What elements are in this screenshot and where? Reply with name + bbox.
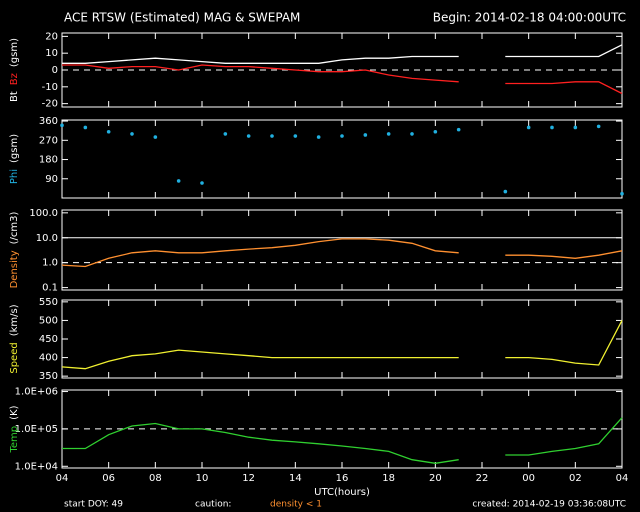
y-tick-label: 360 bbox=[39, 116, 58, 127]
y-tick-label: 270 bbox=[39, 135, 58, 146]
y-tick-label: 0 bbox=[52, 65, 58, 76]
start-doy: start DOY: 49 bbox=[64, 500, 123, 510]
y-tick-label: 180 bbox=[39, 155, 58, 166]
series-line bbox=[62, 64, 623, 95]
x-tick-label: 00 bbox=[522, 473, 535, 484]
y-axis-label-part: (/cm3) bbox=[9, 212, 20, 245]
x-tick-label: 04 bbox=[616, 473, 629, 484]
series-line bbox=[61, 320, 623, 370]
y-axis-label: Bt Bz (gsm) bbox=[9, 38, 20, 102]
x-axis-label: UTC(hours) bbox=[314, 487, 370, 498]
x-tick-label: 04 bbox=[56, 473, 69, 484]
caution: caution: bbox=[195, 500, 231, 510]
y-tick-label: 90 bbox=[45, 174, 58, 185]
y-axis-label-part: Temp bbox=[9, 426, 20, 454]
chart-title: ACE RTSW (Estimated) MAG & SWEPAM bbox=[64, 11, 300, 25]
x-tick-label: 14 bbox=[289, 473, 302, 484]
data-point bbox=[433, 129, 438, 134]
data-point bbox=[223, 132, 228, 136]
begin-time: Begin: 2014-02-18 04:00:00UTC bbox=[433, 11, 626, 25]
data-point bbox=[596, 124, 601, 129]
series-line bbox=[62, 44, 623, 64]
y-tick-label: 0.1 bbox=[42, 283, 58, 294]
y-axis-label-part: Density bbox=[9, 250, 20, 288]
y-axis-label-part: Bz bbox=[9, 73, 20, 85]
y-axis-label-part: (km/s) bbox=[9, 304, 20, 336]
x-tick-label: 16 bbox=[336, 473, 349, 484]
series-line bbox=[62, 417, 623, 464]
data-point bbox=[270, 134, 274, 138]
data-point bbox=[106, 129, 111, 134]
y-axis-label: Temp (K) bbox=[9, 405, 20, 453]
series-line bbox=[61, 238, 623, 268]
y-axis-label: Density (/cm3) bbox=[9, 212, 20, 289]
y-tick-label: -10 bbox=[42, 82, 58, 93]
data-point bbox=[363, 133, 368, 137]
y-axis-label-part: Speed bbox=[9, 342, 20, 373]
y-axis-label-part: Bt bbox=[9, 91, 20, 102]
y-axis-label-part: (K) bbox=[9, 405, 20, 419]
data-point bbox=[60, 123, 64, 128]
y-tick-label: 1.0 bbox=[42, 258, 58, 269]
x-tick-label: 12 bbox=[242, 473, 255, 484]
x-tick-label: 06 bbox=[102, 473, 115, 484]
x-tick-label: 10 bbox=[196, 473, 209, 484]
y-tick-label: -20 bbox=[42, 99, 58, 110]
density-note: density < 1 bbox=[270, 500, 322, 510]
y-axis-label: Phi (gsm) bbox=[9, 134, 20, 184]
y-axis-label: Speed (km/s) bbox=[9, 304, 20, 373]
data-point bbox=[503, 189, 508, 194]
data-point bbox=[200, 181, 204, 185]
y-tick-label: 10.0 bbox=[36, 233, 58, 244]
data-point bbox=[246, 134, 251, 138]
y-axis-label-part: (gsm) bbox=[9, 38, 20, 67]
data-point bbox=[526, 125, 531, 130]
x-tick-label: 22 bbox=[476, 473, 489, 484]
data-point bbox=[573, 125, 578, 130]
data-point bbox=[153, 135, 158, 139]
y-tick-label: 1.0E+06 bbox=[15, 387, 58, 398]
y-tick-label: 10 bbox=[45, 48, 58, 59]
data-point bbox=[550, 125, 554, 130]
data-point bbox=[340, 134, 344, 138]
y-tick-label: 350 bbox=[39, 371, 58, 382]
created: created: 2014-02-19 03:36:08UTC bbox=[472, 500, 626, 510]
data-point bbox=[386, 132, 391, 136]
y-tick-label: 500 bbox=[39, 315, 58, 326]
data-point bbox=[130, 132, 134, 136]
data-point bbox=[176, 179, 181, 183]
y-tick-label: 550 bbox=[39, 297, 58, 308]
x-tick-label: 18 bbox=[382, 473, 395, 484]
data-point bbox=[410, 132, 414, 136]
x-tick-label: 20 bbox=[429, 473, 442, 484]
data-point bbox=[316, 135, 321, 139]
y-tick-label: 20 bbox=[45, 31, 58, 42]
data-point bbox=[620, 191, 624, 196]
y-tick-label: 1.0E+04 bbox=[15, 461, 58, 472]
y-axis-label-part: (gsm) bbox=[9, 134, 20, 163]
y-tick-label: 1.0E+05 bbox=[15, 424, 58, 435]
data-point bbox=[456, 127, 461, 132]
x-tick-label: 02 bbox=[569, 473, 582, 484]
y-tick-label: 400 bbox=[39, 353, 58, 364]
y-tick-label: 450 bbox=[39, 334, 58, 345]
data-point bbox=[293, 134, 298, 138]
x-tick-label: 08 bbox=[149, 473, 162, 484]
y-axis-label-part: Phi bbox=[9, 169, 20, 184]
y-tick-label: 100.0 bbox=[29, 208, 58, 219]
data-point bbox=[83, 125, 88, 130]
